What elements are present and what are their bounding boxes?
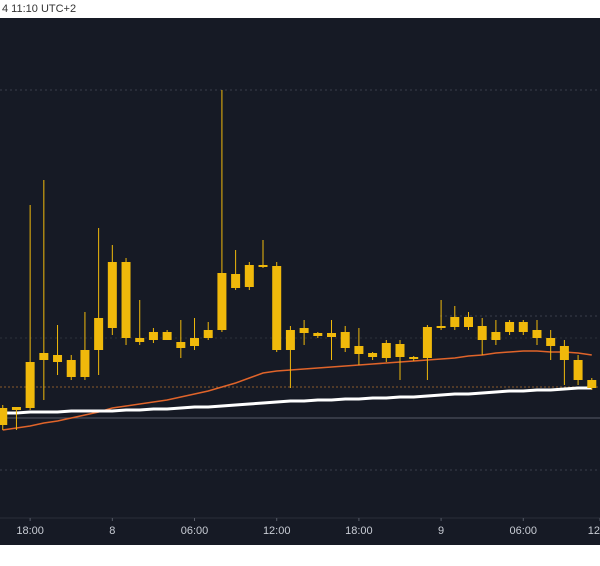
candle-body bbox=[559, 346, 569, 360]
candle-body bbox=[532, 330, 542, 338]
candle-body bbox=[107, 262, 117, 328]
candle-body bbox=[327, 333, 337, 337]
candle-body bbox=[258, 265, 268, 267]
candle-body bbox=[53, 355, 63, 362]
candle-body bbox=[176, 342, 186, 348]
x-tick-label: 06:00 bbox=[510, 525, 538, 537]
candle-body bbox=[587, 380, 597, 388]
plot-background bbox=[0, 18, 600, 545]
x-tick-label: 9 bbox=[438, 525, 444, 537]
x-tick-label: 18:00 bbox=[16, 525, 44, 537]
candle-body bbox=[546, 338, 556, 346]
candle-body bbox=[313, 333, 323, 336]
candle-body bbox=[450, 317, 460, 327]
candle-body bbox=[477, 326, 487, 340]
x-tick-label: 12:00 bbox=[263, 525, 291, 537]
candle-body bbox=[25, 362, 35, 408]
timestamp: 4 11:10 UTC+2 bbox=[2, 3, 76, 15]
x-tick-label: 06:00 bbox=[181, 525, 209, 537]
candle-body bbox=[395, 344, 405, 357]
candle-body bbox=[203, 330, 213, 338]
candle-body bbox=[518, 322, 528, 332]
x-tick-label: 18:00 bbox=[345, 525, 373, 537]
candle-body bbox=[463, 317, 473, 327]
candle-body bbox=[148, 332, 158, 340]
candle-body bbox=[409, 357, 419, 359]
candle-body bbox=[94, 318, 104, 350]
candle-body bbox=[217, 273, 227, 330]
candle-body bbox=[39, 353, 49, 360]
candle-body bbox=[231, 274, 241, 288]
candle-body bbox=[0, 408, 8, 425]
x-tick-label: 8 bbox=[109, 525, 115, 537]
candle-body bbox=[190, 338, 200, 346]
candle-body bbox=[11, 407, 21, 410]
candle-body bbox=[299, 328, 309, 333]
candle-body bbox=[436, 326, 446, 328]
candle-body bbox=[491, 332, 501, 340]
candle-body bbox=[422, 327, 432, 358]
candle-body bbox=[121, 262, 131, 338]
candle-body bbox=[285, 330, 295, 350]
top-bar bbox=[0, 0, 600, 18]
candle-body bbox=[368, 353, 378, 357]
x-tick-label: 12 bbox=[588, 525, 600, 537]
candle-body bbox=[573, 360, 583, 380]
candle-body bbox=[272, 266, 282, 350]
candle-body bbox=[66, 360, 76, 377]
candle-body bbox=[381, 343, 391, 358]
candle-body bbox=[162, 332, 172, 340]
candle-body bbox=[340, 332, 350, 348]
moving-average bbox=[2, 386, 592, 415]
candle-body bbox=[135, 338, 145, 342]
candle-body bbox=[354, 346, 364, 354]
candle-body bbox=[244, 265, 254, 287]
candle-body bbox=[80, 350, 90, 377]
candle-body bbox=[505, 322, 515, 332]
